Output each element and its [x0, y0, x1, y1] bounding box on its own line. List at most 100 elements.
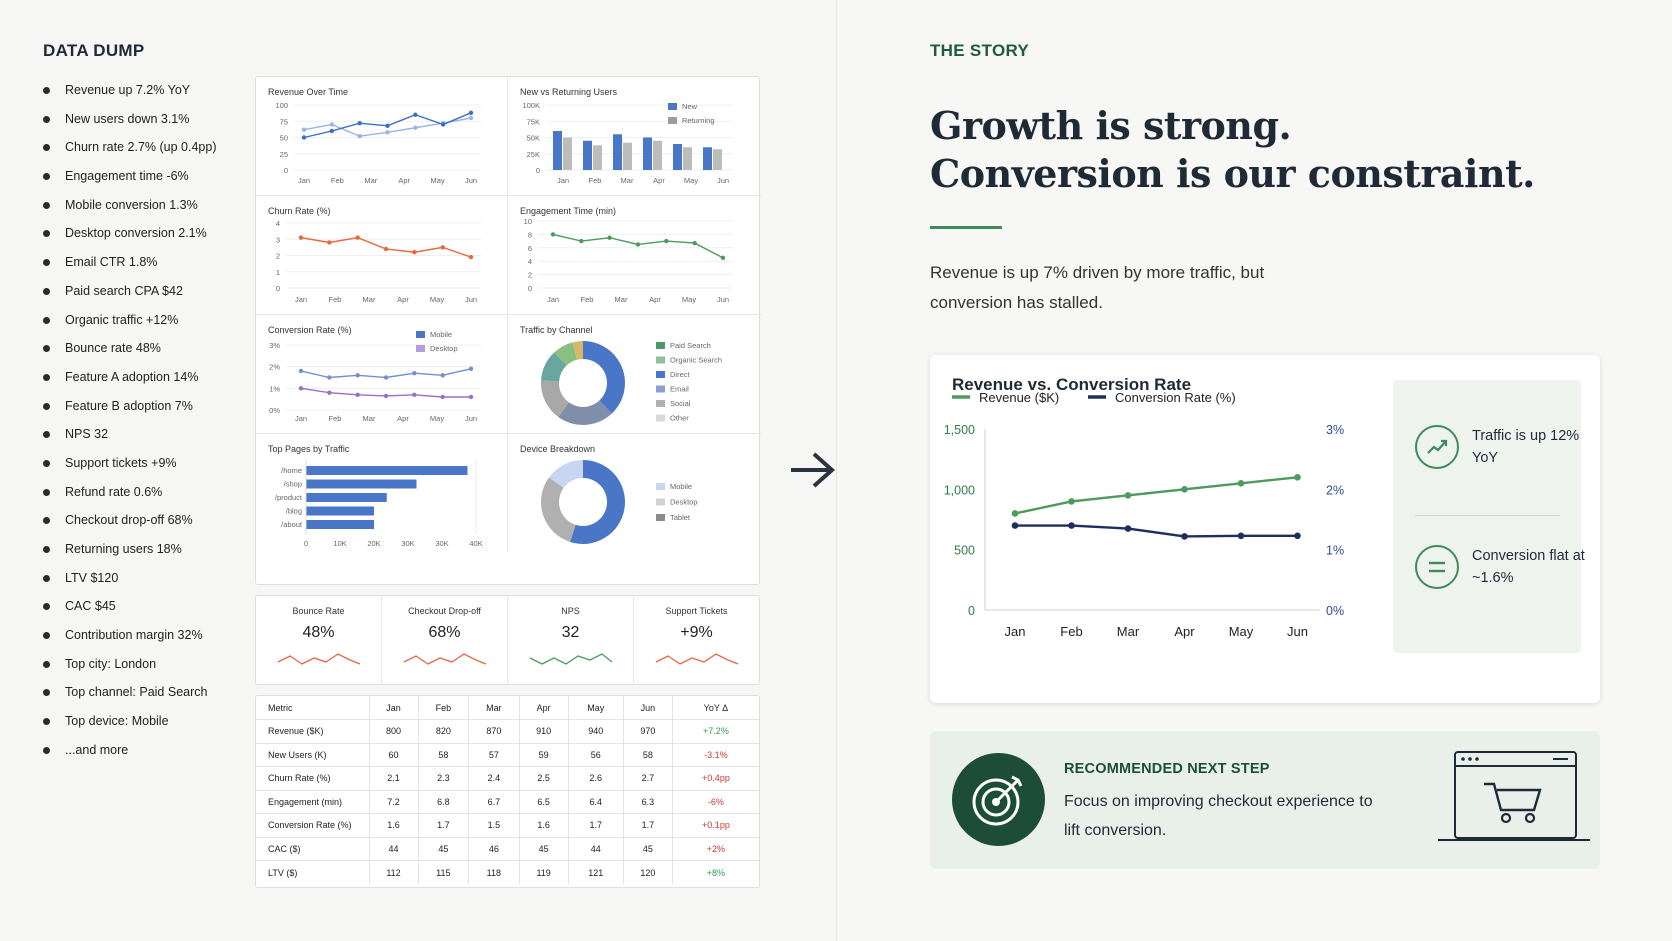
channel-slice	[541, 380, 569, 417]
page-label: /shop	[284, 480, 302, 489]
mini-chart-title: New vs Returning Users	[520, 87, 618, 97]
legend-label: Revenue ($K)	[979, 390, 1059, 405]
bullet-item: CAC $45	[43, 598, 216, 627]
bullet-item: Feature B adoption 7%	[43, 398, 216, 427]
churn-point	[383, 246, 389, 252]
y-right-tick-label: 3%	[1326, 423, 1344, 437]
churn-point	[298, 235, 304, 240]
bullet-item: Checkout drop-off 68%	[43, 512, 216, 541]
revenue-data-point	[1068, 498, 1075, 505]
legend-swatch	[656, 483, 665, 490]
legend-label: Social	[670, 399, 691, 408]
bullet-item: Email CTR 1.8%	[43, 254, 216, 283]
conversion-data-point	[1181, 533, 1188, 540]
table-cell: 2.4	[468, 766, 520, 791]
table-header-cell: Jun	[623, 696, 673, 720]
mini-chart-top-pages: Top Pages by Traffic/home/shop/product/b…	[256, 434, 508, 553]
device-slice	[541, 477, 576, 542]
y-tick-label: 50	[280, 134, 288, 143]
y-tick-label: 6	[528, 244, 532, 253]
metrics-table: Metric Jan Feb Mar Apr May Jun YoY Δ Revenue ($…	[255, 695, 760, 888]
mini-chart-device-breakdown: Device Breakdown Mobile Desktop Tablet	[508, 434, 761, 553]
kpi-sparkline	[277, 653, 361, 665]
legend-label: Email	[670, 385, 689, 394]
x-tick-label: Feb	[589, 176, 602, 185]
revenue-secondary-point	[468, 115, 474, 121]
trend-up-icon	[1415, 425, 1459, 469]
x-tick-label: Jun	[465, 176, 477, 185]
chart-title: Revenue vs. Conversion Rate	[952, 375, 1192, 394]
table-cell: 1.6	[519, 813, 569, 838]
x-tick-label: Mar	[1117, 624, 1140, 639]
table-header-cell: Apr	[519, 696, 569, 720]
legend-label: Mobile	[430, 330, 452, 339]
mini-chart-engagement-time: Engagement Time (min) 10 8 6 4 2 0 Jan Feb Mar Apr…	[508, 196, 761, 315]
mobile-point	[440, 373, 445, 378]
legend-label: New	[682, 102, 698, 111]
revenue-data-point	[1294, 473, 1301, 481]
revenue-point	[468, 110, 474, 115]
x-tick-label: 30K	[435, 539, 448, 548]
x-tick-label: May	[430, 414, 444, 423]
kpi-value: 48%	[302, 624, 335, 641]
engagement-point	[720, 255, 726, 261]
shopping-cart-browser-icon	[1438, 751, 1590, 841]
bar-new	[583, 140, 592, 170]
bullet-item: Engagement time -6%	[43, 168, 216, 197]
kpi-label: Support Tickets	[665, 606, 728, 616]
bullet-item: Churn rate 2.7% (up 0.4pp)	[43, 139, 216, 168]
mini-chart-svg: Mobile Desktop Tablet	[541, 460, 698, 544]
device-slice	[549, 460, 583, 488]
table-cell: 112	[369, 860, 419, 884]
sparkline-line	[277, 653, 361, 665]
x-tick-label: Jun	[465, 295, 477, 304]
legend-swatch	[656, 342, 665, 349]
table-cell: 60	[369, 743, 419, 767]
revenue-point	[440, 122, 446, 127]
table-cell: 2.5	[519, 766, 569, 791]
table-header-cell: May	[568, 696, 624, 720]
channel-slice	[541, 352, 567, 382]
desktop-point	[327, 390, 332, 395]
page-label: /product	[275, 493, 303, 502]
y-tick-label: 2	[528, 271, 532, 280]
bar-returning	[623, 142, 632, 170]
bar-returning	[683, 147, 692, 170]
table-cell: Churn Rate (%)	[256, 766, 370, 791]
y-tick-label: 25K	[527, 150, 540, 159]
mini-chart-svg: 10 8 6 4 2 0 Jan Feb Mar Apr May Jun	[524, 217, 733, 304]
data-dump-title: DATA DUMP	[43, 41, 145, 60]
table-cell: 121	[568, 860, 624, 884]
x-tick-label: Mar	[363, 414, 376, 423]
bar-returning	[593, 145, 602, 170]
revenue-conversion-card: Revenue vs. Conversion Rate Revenue ($K)…	[930, 355, 1600, 703]
x-tick-label: Jun	[465, 414, 477, 423]
revenue-point	[357, 121, 362, 126]
mini-chart-svg: 4 3 2 1 0 Jan Feb Mar Apr May Jun	[276, 219, 481, 304]
mini-chart-new-vs-returning: New vs Returning Users 100K 75K 50K 25K 0 Jan F…	[508, 77, 761, 196]
y-tick-label: 2%	[269, 363, 280, 372]
mini-chart-traffic-by-channel: Traffic by Channel Paid Search Organic Sea…	[508, 315, 761, 434]
kpi-label: NPS	[561, 606, 580, 616]
x-tick-label: 30K	[401, 539, 414, 548]
kpi-sparkline	[655, 653, 739, 665]
x-tick-label: Feb	[331, 176, 344, 185]
y-left-tick-label: 1,000	[944, 483, 975, 497]
desktop-point	[355, 392, 360, 398]
story-subtitle: Revenue is up 7% driven by more traffic,…	[930, 263, 1265, 312]
bullet-item: Contribution margin 32%	[43, 627, 216, 656]
headline-line-1: Growth is strong.	[930, 103, 1292, 148]
bullet-item: Desktop conversion 2.1%	[43, 225, 216, 254]
legend-label: Paid Search	[670, 341, 711, 350]
x-tick-label: May	[682, 295, 696, 304]
table-cell: 119	[519, 860, 569, 884]
y-tick-label: 4	[528, 257, 532, 266]
accent-rule	[930, 226, 1002, 229]
page-bar	[306, 466, 468, 475]
mini-chart-title: Top Pages by Traffic	[268, 444, 350, 454]
bullet-item: Organic traffic +12%	[43, 312, 216, 341]
revenue-data-point	[1181, 486, 1188, 493]
engagement-point	[579, 238, 584, 244]
table-cell: 57	[468, 743, 520, 767]
y-right-tick-label: 0%	[1326, 604, 1344, 618]
